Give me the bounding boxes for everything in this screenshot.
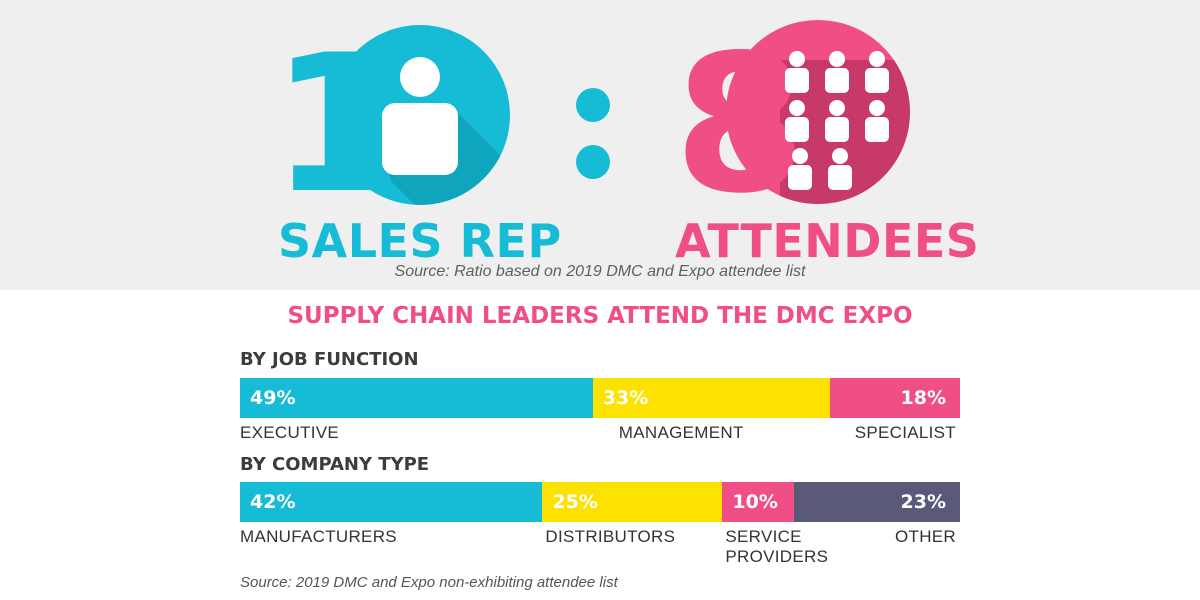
- job-function-title: BY JOB FUNCTION: [240, 349, 419, 370]
- data-label-manufacturers: 42%: [250, 491, 296, 513]
- category-label-distributors: DISTRIBUTORS: [545, 527, 676, 546]
- bar-segment-manufacturers: 42%: [240, 482, 543, 522]
- data-label-other: 23%: [900, 491, 946, 513]
- sales-rep-label: SALES REP: [278, 214, 562, 268]
- category-label-specialist: SPECIALIST: [854, 423, 956, 442]
- data-label-service-providers: 10%: [732, 491, 778, 513]
- data-label-specialist: 18%: [900, 387, 946, 409]
- category-label-manufacturers: MANUFACTURERS: [240, 527, 397, 546]
- ratio-source-note: Source: Ratio based on 2019 DMC and Expo…: [394, 263, 806, 280]
- category-label-service-providers: SERVICE PROVIDERS: [725, 527, 829, 566]
- bar-segment-specialist: 18%: [830, 378, 960, 418]
- attendee-source-note: Source: 2019 DMC and Expo non-exhibiting…: [240, 574, 618, 591]
- ratio-hero: 1 8 SALES REP ATTEN: [0, 0, 1200, 290]
- bar-segment-other: 23%: [794, 482, 960, 522]
- company-type-bar: 42% 25% 10% 23%: [240, 482, 960, 522]
- category-label-executive: EXECUTIVE: [240, 423, 340, 442]
- category-label-management: MANAGEMENT: [618, 423, 744, 442]
- rep-count-number: 1: [271, 14, 403, 235]
- bar-segment-executive: 49%: [240, 378, 593, 418]
- section-headline: SUPPLY CHAIN LEADERS ATTEND THE DMC EXPO: [287, 303, 913, 329]
- bar-segment-management: 33%: [592, 378, 831, 418]
- data-label-executive: 49%: [250, 387, 296, 409]
- ratio-colon: [576, 88, 610, 179]
- people-group-icon: [785, 51, 889, 190]
- data-label-management: 33%: [602, 387, 649, 409]
- ratio-graphic: 1 8: [271, 14, 910, 235]
- job-function-bar: 49% 33% 18%: [240, 378, 960, 418]
- attendees-label: ATTENDEES: [675, 214, 980, 268]
- bar-segment-service-providers: 10%: [722, 482, 795, 522]
- bar-segment-distributors: 25%: [542, 482, 723, 522]
- category-label-other: OTHER: [895, 527, 956, 546]
- attendees-count-number: 8: [674, 14, 806, 235]
- company-type-title: BY COMPANY TYPE: [240, 454, 430, 475]
- person-icon: [382, 57, 458, 175]
- data-label-distributors: 25%: [552, 491, 598, 513]
